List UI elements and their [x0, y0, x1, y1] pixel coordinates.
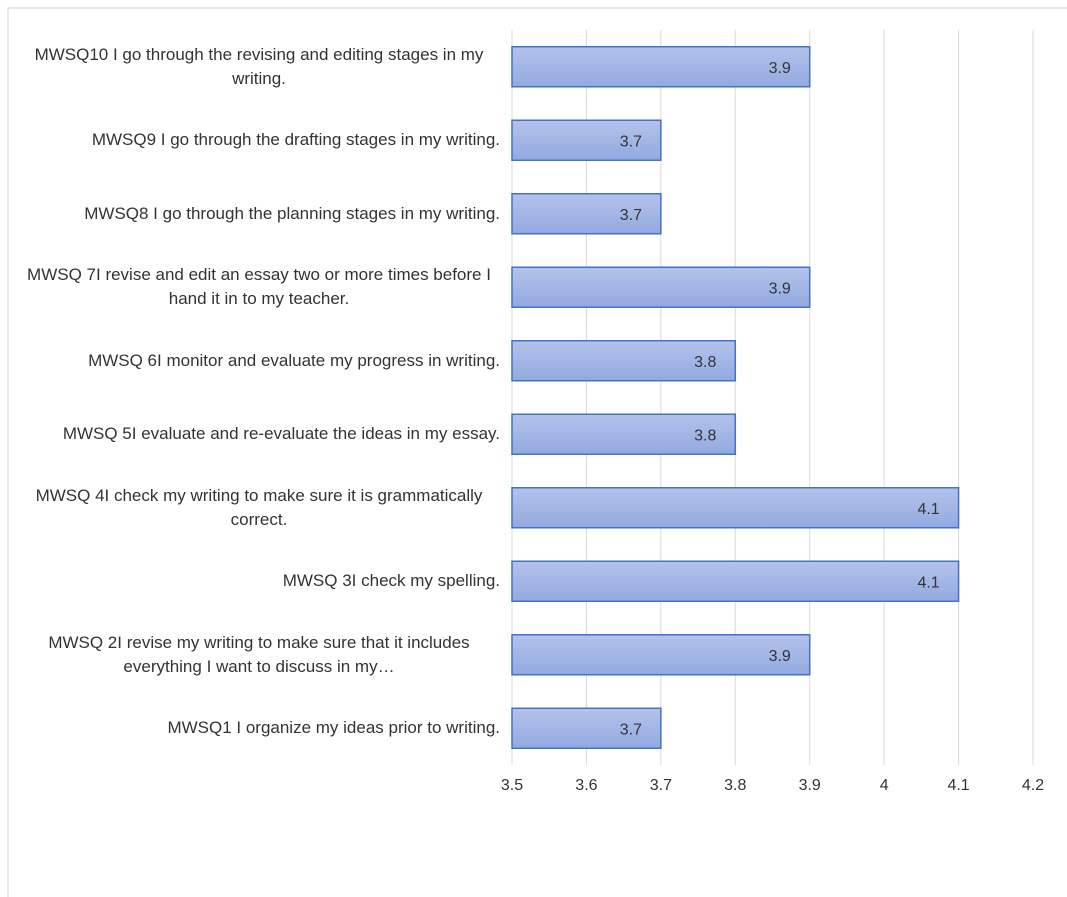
- y-tick-text: MWSQ 2I revise my writing to make sure t…: [48, 632, 470, 676]
- bar: [511, 413, 737, 455]
- x-tick-label: 3.9: [799, 777, 821, 794]
- bar: [511, 707, 662, 749]
- y-tick-text: MWSQ 4I check my writing to make sure it…: [35, 485, 483, 529]
- y-tick-label: MWSQ 5I evaluate and re-evaluate the ide…: [18, 422, 500, 446]
- x-tick-label: 4.2: [1022, 777, 1044, 794]
- y-tick-label: MWSQ1 I organize my ideas prior to writi…: [18, 716, 500, 740]
- x-tick-label: 3.6: [575, 777, 597, 794]
- y-tick-label: MWSQ 6I monitor and evaluate my progress…: [18, 349, 500, 373]
- bar: [511, 193, 662, 235]
- value-label: 3.7: [620, 207, 642, 224]
- y-tick-text: MWSQ 5I evaluate and re-evaluate the ide…: [62, 424, 500, 444]
- bar: [511, 119, 662, 161]
- y-tick-label: MWSQ 7I revise and edit an essay two or …: [18, 263, 500, 311]
- y-tick-text: MWSQ1 I organize my ideas prior to writi…: [167, 718, 500, 738]
- y-tick-label: MWSQ 2I revise my writing to make sure t…: [18, 631, 500, 679]
- y-tick-label: MWSQ 3I check my spelling.: [18, 569, 500, 593]
- x-tick-label: 3.8: [724, 777, 746, 794]
- y-tick-label: MWSQ10 I go through the revising and edi…: [18, 43, 500, 91]
- bar: [511, 634, 811, 676]
- bar: [511, 46, 811, 88]
- y-tick-text: MWSQ 7I revise and edit an essay two or …: [27, 265, 491, 309]
- bar: [511, 560, 960, 602]
- chart-frame: [7, 7, 1067, 897]
- bar: [511, 340, 737, 382]
- y-tick-text: MWSQ10 I go through the revising and edi…: [34, 44, 484, 88]
- value-label: 3.8: [694, 354, 716, 371]
- y-tick-label: MWSQ8 I go through the planning stages i…: [18, 202, 500, 226]
- y-tick-label: MWSQ9 I go through the drafting stages i…: [18, 128, 500, 152]
- value-label: 4.1: [917, 574, 939, 591]
- value-label: 3.9: [769, 280, 791, 297]
- value-label: 3.8: [694, 427, 716, 444]
- y-tick-text: MWSQ 3I check my spelling.: [282, 571, 500, 591]
- y-tick-label: MWSQ 4I check my writing to make sure it…: [18, 484, 500, 532]
- bar: [511, 266, 811, 308]
- value-label: 4.1: [917, 501, 939, 518]
- y-tick-text: MWSQ 6I monitor and evaluate my progress…: [88, 350, 500, 370]
- y-tick-text: MWSQ9 I go through the drafting stages i…: [91, 130, 500, 150]
- value-label: 3.9: [769, 648, 791, 665]
- x-tick-label: 4: [880, 777, 889, 794]
- value-label: 3.9: [769, 60, 791, 77]
- value-label: 3.7: [620, 721, 642, 738]
- value-label: 3.7: [620, 133, 642, 150]
- y-tick-text: MWSQ8 I go through the planning stages i…: [84, 203, 500, 223]
- bar: [511, 487, 960, 529]
- x-tick-label: 3.5: [501, 777, 523, 794]
- x-tick-label: 3.7: [650, 777, 672, 794]
- x-tick-label: 4.1: [947, 777, 969, 794]
